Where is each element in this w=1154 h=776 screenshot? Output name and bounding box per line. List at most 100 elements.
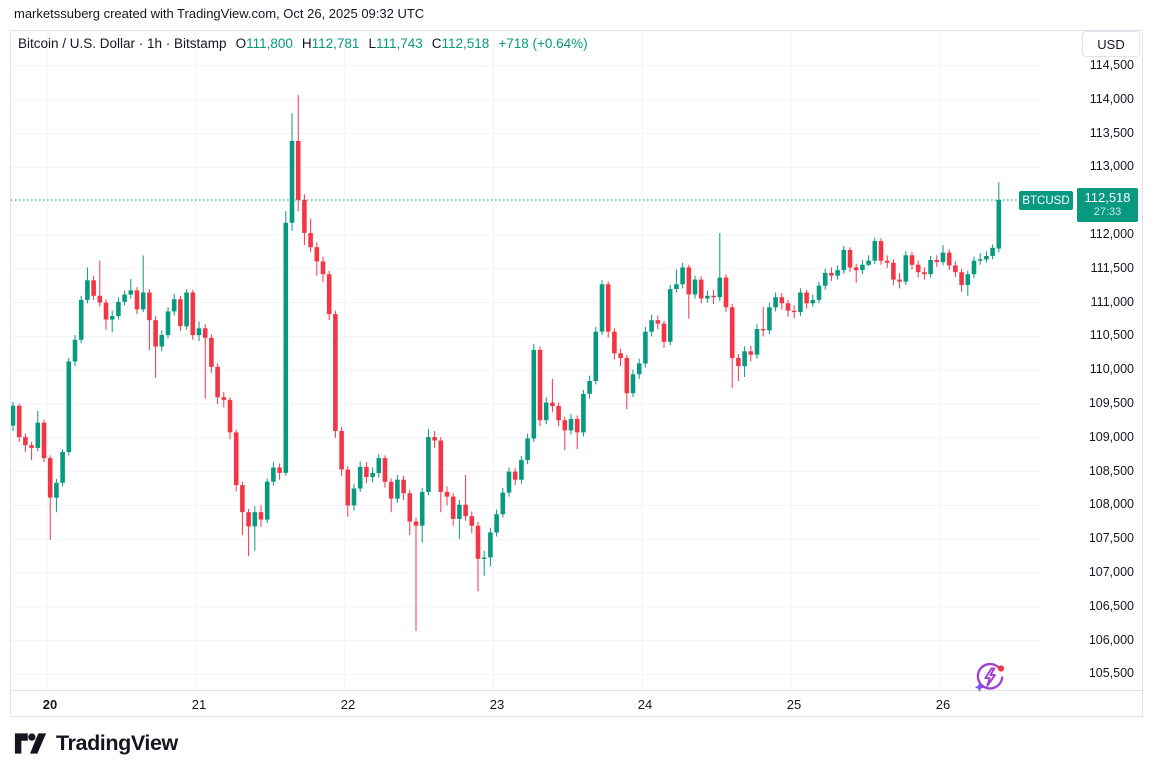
candle-body [165, 311, 171, 336]
candle-body [853, 267, 859, 271]
candle-body [91, 280, 96, 296]
price-axis-label: 107,500 [1088, 531, 1134, 545]
candle-body [903, 255, 909, 282]
candle-body [54, 482, 59, 498]
candle-body [147, 292, 152, 321]
candle-body [469, 516, 475, 526]
candle-body [897, 279, 902, 282]
candle-body [457, 504, 462, 519]
spark-ai-icon[interactable] [972, 659, 1008, 695]
candle-body [351, 488, 357, 506]
candle-body [463, 504, 468, 517]
bar-countdown: 27:33 [1093, 206, 1122, 219]
candle-body [184, 292, 189, 327]
candle-body [928, 260, 933, 275]
candle-body [196, 328, 202, 336]
candle-body [550, 402, 555, 406]
chart-legend[interactable]: Bitcoin / U.S. Dollar · 1h · Bitstamp O11… [18, 36, 588, 51]
candle-body [475, 525, 481, 559]
candle-body [860, 264, 865, 271]
candle-body [773, 297, 778, 308]
candle-body [382, 458, 388, 482]
ohlc-letter: C [431, 36, 442, 51]
price-axis-label: 105,500 [1088, 666, 1134, 680]
symbol-price-tag: BTCUSD [1019, 191, 1073, 210]
candle-body [711, 295, 716, 298]
candle-body [556, 406, 561, 421]
candle-body [500, 492, 506, 515]
time-axis-separator [10, 690, 1143, 691]
candle-body [407, 493, 413, 522]
ohlc-value: 111,743 [375, 36, 423, 51]
candle-body [295, 141, 301, 200]
candle-body [971, 260, 977, 275]
ohlc-letter: L [368, 36, 376, 51]
candle-body [841, 249, 847, 271]
price-axis-label: 108,500 [1088, 464, 1134, 478]
currency-unit-button[interactable]: USD [1082, 31, 1140, 57]
price-axis-label: 110,000 [1089, 362, 1134, 376]
candle-body [140, 292, 146, 310]
candle-body [283, 222, 289, 473]
candle-body [128, 290, 134, 295]
candle-body [804, 292, 809, 304]
candle-body [593, 331, 599, 381]
candle-body [698, 279, 704, 299]
spark-circle-arrow [976, 662, 1004, 690]
candle-body [531, 349, 537, 439]
candle-body [438, 440, 444, 492]
candle-body [909, 255, 915, 265]
candle-body [915, 264, 921, 273]
candle-body [878, 241, 884, 261]
candle-body [934, 260, 940, 262]
candle-body [612, 331, 617, 354]
price-axis-label: 114,500 [1089, 58, 1134, 72]
price-chart-canvas[interactable] [10, 30, 1041, 691]
candle-body [326, 274, 332, 315]
candle-body [847, 249, 853, 268]
candle-body [835, 270, 840, 276]
candle-body [252, 512, 258, 527]
candle-body [568, 418, 574, 431]
time-axis-label: 23 [489, 697, 505, 712]
candle-body [60, 452, 65, 483]
tradingview-logo[interactable]: TradingView [14, 731, 178, 756]
candle-body [159, 335, 165, 347]
candle-body [655, 320, 661, 324]
candle-body [543, 402, 549, 421]
candle-body [810, 299, 816, 304]
candle-body [922, 272, 927, 275]
price-axis-label: 112,000 [1089, 227, 1134, 241]
candle-body [692, 279, 698, 295]
candle-body [785, 303, 791, 311]
candle-body [872, 241, 878, 261]
candle-body [667, 289, 673, 342]
candle-body [401, 479, 406, 494]
candle-body [246, 512, 251, 527]
candle-body [171, 299, 177, 312]
candle-body [636, 363, 642, 375]
candle-body [103, 302, 109, 320]
candle-body [705, 295, 710, 299]
candle-body [376, 458, 382, 473]
candle-body [525, 438, 530, 461]
price-axis-label: 106,000 [1088, 633, 1134, 647]
candle-body [134, 290, 140, 310]
candle-body [723, 277, 729, 308]
time-axis-label: 21 [191, 697, 207, 712]
candle-body [798, 292, 803, 313]
candle-body [413, 521, 419, 526]
candle-body [630, 374, 636, 394]
candle-body [519, 460, 524, 480]
candle-body [742, 351, 747, 367]
candle-body [289, 141, 295, 223]
candle-body [419, 491, 425, 526]
ohlc-value: 112,518 [441, 36, 490, 51]
ohlc-letter: H [301, 36, 312, 51]
candle-body [953, 265, 958, 273]
candle-body [72, 339, 78, 362]
candle-body [153, 320, 158, 347]
candle-body [537, 349, 543, 421]
candle-body [748, 351, 754, 355]
candle-body [990, 247, 995, 256]
